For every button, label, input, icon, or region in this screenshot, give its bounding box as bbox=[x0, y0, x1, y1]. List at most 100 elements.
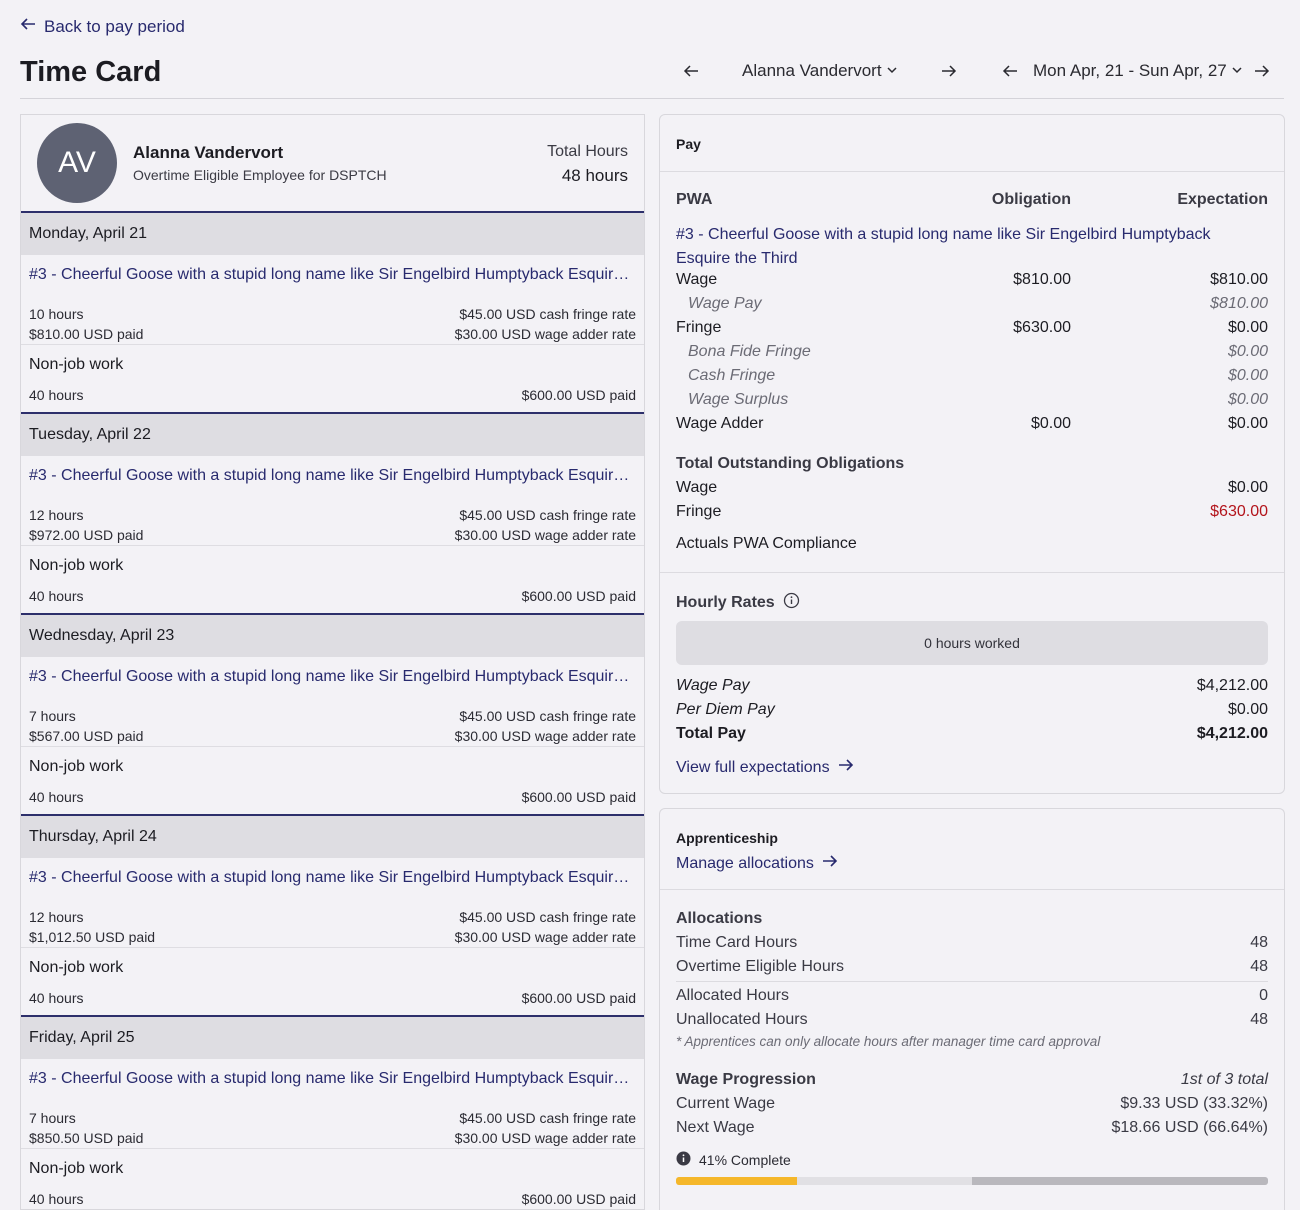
current-wage-label: Current Wage bbox=[676, 1095, 775, 1112]
progress-label: 41% Complete bbox=[699, 1152, 791, 1168]
non-job-entry: Non-job work 40 hours $600.00 USD paid bbox=[21, 948, 644, 1017]
non-job-label: Non-job work bbox=[29, 959, 124, 976]
job-link[interactable]: #3 - Cheerful Goose with a stupid long n… bbox=[29, 467, 636, 484]
pay-row-obligation: $810.00 bbox=[1013, 271, 1071, 288]
info-icon[interactable] bbox=[783, 592, 800, 614]
next-employee-arrow-icon[interactable] bbox=[938, 60, 960, 82]
non-job-hours: 40 hours bbox=[29, 789, 84, 805]
time-card-panel: AV Alanna Vandervort Overtime Eligible E… bbox=[20, 114, 645, 1210]
manage-allocations-link[interactable]: Manage allocations bbox=[676, 853, 1268, 874]
outstanding-fringe-row: Fringe $630.00 bbox=[676, 503, 1268, 521]
non-job-entry: Non-job work 40 hours $600.00 USD paid bbox=[21, 747, 644, 816]
pay-row-label: Wage Pay bbox=[688, 295, 762, 312]
non-job-paid: $600.00 USD paid bbox=[521, 1191, 636, 1207]
progress-track bbox=[676, 1177, 972, 1185]
employee-select-label: Alanna Vandervort bbox=[742, 61, 882, 80]
pay-row-obligation: $630.00 bbox=[1013, 319, 1071, 336]
non-job-hours: 40 hours bbox=[29, 1191, 84, 1207]
chevron-down-icon bbox=[1231, 61, 1243, 80]
employee-summary: AV Alanna Vandervort Overtime Eligible E… bbox=[21, 115, 644, 213]
pay-row-expectation: $0.00 bbox=[1227, 319, 1268, 336]
job-link[interactable]: #3 - Cheerful Goose with a stupid long n… bbox=[29, 668, 636, 685]
outstanding-wage-value: $0.00 bbox=[1227, 479, 1268, 496]
allocated-hours-label: Allocated Hours bbox=[676, 987, 789, 1004]
job-adder-rate: $30.00 USD wage adder rate bbox=[454, 929, 636, 945]
non-job-paid: $600.00 USD paid bbox=[521, 789, 636, 805]
outstanding-wage-row: Wage $0.00 bbox=[676, 479, 1268, 497]
employee-select[interactable]: Alanna Vandervort bbox=[742, 61, 898, 81]
back-link-label: Back to pay period bbox=[44, 16, 185, 36]
non-job-hours: 40 hours bbox=[29, 990, 84, 1006]
time-card-hours-value: 48 bbox=[1250, 934, 1268, 951]
pay-row-expectation: $810.00 bbox=[1210, 295, 1268, 312]
pay-row-label: Fringe bbox=[676, 319, 722, 336]
info-filled-icon bbox=[676, 1151, 691, 1169]
arrow-left-icon bbox=[20, 16, 36, 37]
hourly-rates-heading: Hourly Rates bbox=[676, 592, 1268, 614]
job-fringe-rate: $45.00 USD cash fringe rate bbox=[459, 708, 636, 724]
wage-pay-row: Wage Pay $4,212.00 bbox=[676, 677, 1268, 695]
total-pay-label: Total Pay bbox=[676, 725, 746, 742]
pay-row-expectation: $0.00 bbox=[1227, 343, 1268, 360]
time-card-hours-label: Time Card Hours bbox=[676, 934, 798, 951]
compliance-label: Actuals PWA Compliance bbox=[676, 535, 857, 552]
time-card-hours-row: Time Card Hours 48 bbox=[676, 934, 1268, 952]
apprenticeship-heading: Apprenticeship bbox=[676, 830, 778, 846]
job-fringe-rate: $45.00 USD cash fringe rate bbox=[459, 507, 636, 523]
pay-job-link[interactable]: #3 - Cheerful Goose with a stupid long n… bbox=[676, 226, 1211, 267]
wage-pay-value: $4,212.00 bbox=[1196, 677, 1268, 694]
pay-row: Fringe $630.00 $0.00 bbox=[676, 319, 1268, 337]
back-link[interactable]: Back to pay period bbox=[20, 16, 185, 37]
ot-hours-row: Overtime Eligible Hours 48 bbox=[676, 958, 1268, 976]
job-adder-rate: $30.00 USD wage adder rate bbox=[454, 728, 636, 744]
pay-row: Wage $810.00 $810.00 bbox=[676, 271, 1268, 289]
job-adder-rate: $30.00 USD wage adder rate bbox=[454, 527, 636, 543]
prev-employee-arrow-icon[interactable] bbox=[680, 60, 702, 82]
per-diem-label: Per Diem Pay bbox=[676, 701, 775, 718]
day-header: Monday, April 21 bbox=[21, 213, 644, 255]
wage-progress-bar bbox=[676, 1177, 1268, 1185]
view-expectations-link[interactable]: View full expectations bbox=[676, 757, 1268, 778]
job-link[interactable]: #3 - Cheerful Goose with a stupid long n… bbox=[29, 869, 636, 886]
pay-row-label: Wage bbox=[676, 271, 718, 288]
job-paid: $810.00 USD paid bbox=[29, 326, 144, 342]
outstanding-wage-label: Wage bbox=[676, 479, 718, 496]
non-job-entry: Non-job work 40 hours $600.00 USD paid bbox=[21, 546, 644, 615]
allocated-hours-row: Allocated Hours 0 bbox=[676, 987, 1268, 1005]
non-job-label: Non-job work bbox=[29, 557, 124, 574]
week-select[interactable]: Mon Apr, 21 - Sun Apr, 27 bbox=[1033, 61, 1243, 81]
job-entry: #3 - Cheerful Goose with a stupid long n… bbox=[21, 456, 644, 546]
ot-hours-label: Overtime Eligible Hours bbox=[676, 958, 845, 975]
outstanding-fringe-label: Fringe bbox=[676, 503, 722, 520]
employee-name: Alanna Vandervort bbox=[133, 143, 284, 162]
job-link[interactable]: #3 - Cheerful Goose with a stupid long n… bbox=[29, 1070, 636, 1087]
prev-week-arrow-icon[interactable] bbox=[999, 60, 1021, 82]
non-job-entry: Non-job work 40 hours $600.00 USD paid bbox=[21, 345, 644, 414]
total-pay-value: $4,212.00 bbox=[1196, 725, 1268, 742]
arrow-right-icon bbox=[822, 853, 838, 874]
non-job-paid: $600.00 USD paid bbox=[521, 990, 636, 1006]
pay-row-expectation: $0.00 bbox=[1227, 415, 1268, 432]
current-wage-value: $9.33 USD (33.32%) bbox=[1120, 1095, 1268, 1112]
wage-pay-label: Wage Pay bbox=[676, 677, 750, 694]
next-week-arrow-icon[interactable] bbox=[1251, 60, 1273, 82]
progress-track-remaining bbox=[972, 1177, 1268, 1185]
job-link[interactable]: #3 - Cheerful Goose with a stupid long n… bbox=[29, 266, 636, 283]
week-select-label: Mon Apr, 21 - Sun Apr, 27 bbox=[1033, 61, 1227, 80]
job-paid: $850.50 USD paid bbox=[29, 1130, 144, 1146]
non-job-label: Non-job work bbox=[29, 1160, 124, 1177]
col-obligation: Obligation bbox=[991, 191, 1071, 208]
header-divider bbox=[20, 98, 1284, 99]
progress-status: 41% Complete bbox=[676, 1151, 1268, 1169]
employee-switcher: Alanna Vandervort bbox=[680, 60, 960, 82]
pay-row-label: Cash Fringe bbox=[688, 367, 776, 384]
outstanding-heading: Total Outstanding Obligations bbox=[676, 455, 905, 472]
pay-row-label: Wage Surplus bbox=[688, 391, 789, 408]
per-diem-row: Per Diem Pay $0.00 bbox=[676, 701, 1268, 719]
pay-row-label: Wage Adder bbox=[676, 415, 764, 432]
employee-subtitle: Overtime Eligible Employee for DSPTCH bbox=[133, 167, 387, 183]
job-paid: $972.00 USD paid bbox=[29, 527, 144, 543]
non-job-paid: $600.00 USD paid bbox=[521, 588, 636, 604]
per-diem-value: $0.00 bbox=[1227, 701, 1268, 718]
allocated-hours-value: 0 bbox=[1259, 987, 1268, 1004]
